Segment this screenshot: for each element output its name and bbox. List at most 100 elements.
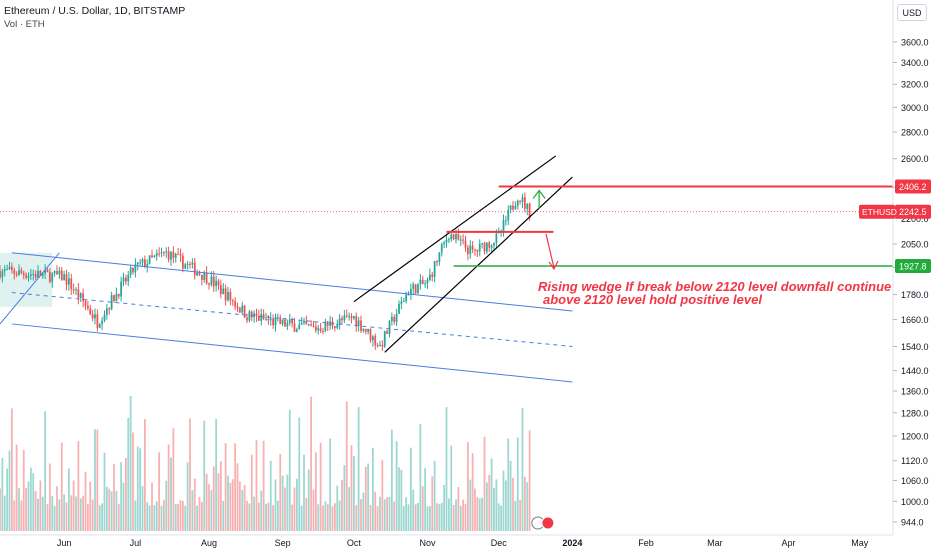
candle-body xyxy=(84,301,87,306)
candle-body xyxy=(72,289,75,291)
volume-bar xyxy=(10,408,13,531)
candle-body xyxy=(56,271,58,275)
candle-body xyxy=(326,321,329,326)
candle-body xyxy=(48,272,51,282)
candle-body xyxy=(229,292,232,301)
volume-bar xyxy=(162,499,165,531)
candle-body xyxy=(148,255,151,264)
x-tick-label: Aug xyxy=(201,538,217,548)
candle-body xyxy=(447,239,450,241)
currency-button[interactable]: USD xyxy=(897,4,927,21)
volume-bar xyxy=(516,437,519,531)
volume-bar xyxy=(250,454,253,531)
volume-bar xyxy=(124,457,127,531)
volume-bar xyxy=(381,459,384,531)
price-label-box xyxy=(895,179,931,194)
volume-bar xyxy=(110,491,113,531)
candle-body xyxy=(483,243,486,252)
candle-body xyxy=(433,261,436,278)
candle-body xyxy=(400,301,403,304)
volume-bar xyxy=(436,503,438,531)
candle-body xyxy=(267,318,270,321)
volume-bar xyxy=(25,488,28,531)
volume-bar xyxy=(193,478,196,531)
volume-bar xyxy=(478,498,481,531)
x-tick-label: Apr xyxy=(781,538,795,548)
candle-body xyxy=(379,344,381,347)
volume-bar xyxy=(70,495,73,531)
volume-bar xyxy=(405,497,408,531)
candle-body xyxy=(322,330,324,332)
volume-bar xyxy=(217,473,220,531)
volume-bar xyxy=(424,468,427,531)
volume-bar xyxy=(246,500,248,531)
channel-middle-line xyxy=(11,292,573,347)
volume-bar xyxy=(272,505,275,531)
candle-body xyxy=(431,274,434,278)
volume-bar xyxy=(227,475,229,531)
volume-bar xyxy=(219,461,222,531)
candle-body xyxy=(219,285,222,295)
volume-bar xyxy=(51,495,54,531)
candle-body xyxy=(455,234,457,240)
y-tick-label: 3400.0 xyxy=(901,58,929,68)
candle-body xyxy=(10,266,13,270)
candle-body xyxy=(227,292,229,301)
y-tick-label: 1540.0 xyxy=(901,342,929,352)
candle-body xyxy=(523,197,526,209)
candle-body xyxy=(79,293,82,298)
candle-body xyxy=(383,331,386,347)
volume-bar xyxy=(388,496,391,531)
volume-bar xyxy=(146,502,149,531)
candle-body xyxy=(179,254,182,256)
candle-body xyxy=(438,252,441,263)
candle-body xyxy=(158,253,161,255)
candle-body xyxy=(174,253,177,258)
candle-body xyxy=(196,272,199,276)
volume-bar xyxy=(127,417,130,531)
volume-bar xyxy=(234,443,237,531)
volume-bar xyxy=(367,463,370,531)
volume-bar xyxy=(79,498,82,531)
candle-body xyxy=(329,321,332,326)
candle-body xyxy=(381,344,384,347)
volume-bar xyxy=(238,481,241,531)
volume-bar xyxy=(82,495,85,531)
candle-body xyxy=(343,315,346,321)
candle-body xyxy=(291,319,294,324)
volume-bar xyxy=(471,453,474,531)
annotation-line2: above 2120 level hold positive level xyxy=(543,292,762,307)
wedge-upper-line xyxy=(353,155,557,303)
candle-body xyxy=(139,262,142,264)
volume-bar xyxy=(379,496,381,531)
volume-bar xyxy=(91,499,94,531)
volume-bar xyxy=(158,452,161,531)
volume-bar xyxy=(355,505,358,531)
candle-body xyxy=(445,239,448,243)
candle-body xyxy=(265,318,267,320)
candle-body xyxy=(526,203,529,209)
volume-bar xyxy=(101,503,104,531)
candle-body xyxy=(143,259,146,267)
volume-bar xyxy=(44,411,47,531)
volume-bar xyxy=(445,407,448,531)
candle-body xyxy=(46,269,49,273)
candle-body xyxy=(362,328,365,331)
volume-bar xyxy=(210,490,213,531)
volume-bar xyxy=(108,488,111,531)
down-arrow-line xyxy=(545,233,555,269)
candle-body xyxy=(193,262,196,276)
candle-body xyxy=(236,306,239,309)
volume-bar xyxy=(77,441,80,531)
candle-body xyxy=(222,288,225,295)
candle-body xyxy=(25,274,28,278)
volume-bar xyxy=(151,482,153,531)
candle-body xyxy=(493,242,495,246)
candle-body xyxy=(390,316,393,322)
volume-bar xyxy=(305,498,308,531)
candle-body xyxy=(39,270,42,276)
candle-body xyxy=(18,269,20,276)
candle-body xyxy=(424,283,427,285)
